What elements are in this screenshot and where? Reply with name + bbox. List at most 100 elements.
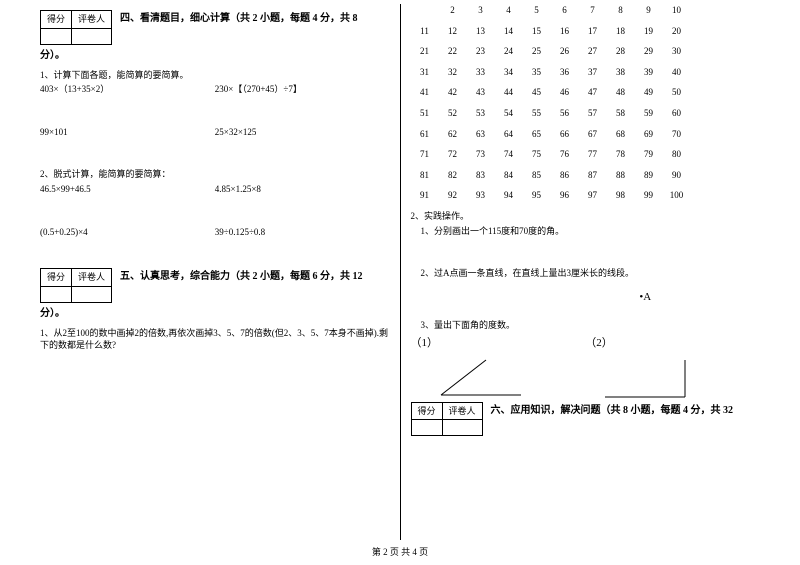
num-cell: 48 — [607, 86, 635, 99]
num-cell: 20 — [663, 25, 691, 38]
num-cell: 73 — [467, 148, 495, 161]
num-cell: 99 — [635, 189, 663, 202]
score-table-5: 得分 评卷人 — [40, 268, 112, 303]
section-5-header: 得分 评卷人 五、认真思考，综合能力（共 2 小题，每题 6 分，共 12 — [40, 268, 390, 303]
num-cell: 57 — [579, 107, 607, 120]
blank-space-1 — [411, 239, 761, 265]
num-cell: 77 — [579, 148, 607, 161]
score-label: 得分 — [41, 11, 72, 29]
num-cell: 52 — [439, 107, 467, 120]
num-cell: 63 — [467, 128, 495, 141]
num-cell: 14 — [495, 25, 523, 38]
num-cell: 93 — [467, 189, 495, 202]
left-column: 得分 评卷人 四、看清题目，细心计算（共 2 小题，每题 4 分，共 8 分）。… — [30, 4, 401, 540]
section-4-tail: 分）。 — [40, 49, 390, 63]
num-cell: 35 — [523, 66, 551, 79]
practice-title: 2、实践操作。 — [411, 210, 761, 223]
grader-blank — [442, 420, 482, 436]
num-cell: 78 — [607, 148, 635, 161]
num-cell: 12 — [439, 25, 467, 38]
expr-25x32x125: 25×32×125 — [215, 126, 390, 139]
num-cell: 27 — [579, 45, 607, 58]
num-cell: 65 — [523, 128, 551, 141]
num-cell: 94 — [495, 189, 523, 202]
score-blank — [41, 28, 72, 44]
practice-3: 3、量出下面角的度数。 — [421, 319, 761, 332]
num-cell: 56 — [551, 107, 579, 120]
score-label: 得分 — [41, 269, 72, 287]
num-cell: 91 — [411, 189, 439, 202]
num-cell: 60 — [663, 107, 691, 120]
num-cell: 50 — [663, 86, 691, 99]
section-4-title: 四、看清题目，细心计算（共 2 小题，每题 4 分，共 8 — [120, 10, 389, 26]
num-cell: 24 — [495, 45, 523, 58]
num-cell: 41 — [411, 86, 439, 99]
num-cell: 79 — [635, 148, 663, 161]
num-cell: 13 — [467, 25, 495, 38]
q4-2-row1: 46.5×99+46.5 4.85×1.25×8 — [40, 183, 390, 196]
num-cell: 81 — [411, 169, 439, 182]
num-cell: 47 — [579, 86, 607, 99]
num-cell: 9 — [635, 4, 663, 17]
practice-2: 2、过A点画一条直线，在直线上量出3厘米长的线段。 — [421, 267, 761, 280]
num-cell: 29 — [635, 45, 663, 58]
score-blank — [411, 420, 442, 436]
num-cell: 30 — [663, 45, 691, 58]
num-row: 11121314151617181920 — [411, 25, 761, 38]
num-cell: 70 — [663, 128, 691, 141]
num-cell: 51 — [411, 107, 439, 120]
q4-1: 1、计算下面各题，能简算的要简算。 — [40, 69, 390, 82]
expr-465x99: 46.5×99+46.5 — [40, 183, 215, 196]
angle-1: （1） — [411, 336, 586, 396]
num-cell: 98 — [607, 189, 635, 202]
point-a: •A — [411, 290, 761, 305]
score-table-4: 得分 评卷人 — [40, 10, 112, 45]
num-cell: 32 — [439, 66, 467, 79]
num-cell: 92 — [439, 189, 467, 202]
q4-2-row2: (0.5+0.25)×4 39÷0.125÷0.8 — [40, 226, 390, 239]
num-cell: 83 — [467, 169, 495, 182]
num-cell: 26 — [551, 45, 579, 58]
num-cell: 17 — [579, 25, 607, 38]
num-cell: 54 — [495, 107, 523, 120]
num-cell: 10 — [663, 4, 691, 17]
section-6-header: 得分 评卷人 六、应用知识，解决问题（共 8 小题，每题 4 分，共 32 — [411, 402, 761, 437]
num-cell: 40 — [663, 66, 691, 79]
angle-1-svg — [411, 355, 531, 405]
num-cell: 4 — [495, 4, 523, 17]
angle-2-svg — [585, 355, 705, 405]
num-cell: 69 — [635, 128, 663, 141]
practice-1: 1、分别画出一个115度和70度的角。 — [421, 225, 761, 238]
page-container: 得分 评卷人 四、看清题目，细心计算（共 2 小题，每题 4 分，共 8 分）。… — [0, 0, 800, 540]
num-cell: 58 — [607, 107, 635, 120]
num-cell: 49 — [635, 86, 663, 99]
grader-label: 评卷人 — [72, 11, 112, 29]
expr-230: 230×【（270+45）÷7】 — [215, 83, 390, 96]
expr-485x125x8: 4.85×1.25×8 — [215, 183, 390, 196]
num-cell: 95 — [523, 189, 551, 202]
num-cell: 6 — [551, 4, 579, 17]
num-row: 41424344454647484950 — [411, 86, 761, 99]
num-row: 81828384858687888990 — [411, 169, 761, 182]
num-cell: 18 — [607, 25, 635, 38]
num-cell: 8 — [607, 4, 635, 17]
page-footer: 第 2 页 共 4 页 — [0, 546, 800, 559]
num-cell: 37 — [579, 66, 607, 79]
num-cell: 61 — [411, 128, 439, 141]
section-5-title: 五、认真思考，综合能力（共 2 小题，每题 6 分，共 12 — [120, 268, 389, 284]
num-cell: 25 — [523, 45, 551, 58]
num-cell: 59 — [635, 107, 663, 120]
score-blank — [41, 286, 72, 302]
score-table-6: 得分 评卷人 — [411, 402, 483, 437]
num-cell: 76 — [551, 148, 579, 161]
num-cell: 2 — [439, 4, 467, 17]
num-row: 71727374757677787980 — [411, 148, 761, 161]
section-4-header: 得分 评卷人 四、看清题目，细心计算（共 2 小题，每题 4 分，共 8 — [40, 10, 390, 45]
num-cell: 15 — [523, 25, 551, 38]
num-cell: 53 — [467, 107, 495, 120]
grader-blank — [72, 28, 112, 44]
num-cell: 80 — [663, 148, 691, 161]
q4-1-row2: 99×101 25×32×125 — [40, 126, 390, 139]
num-cell: 21 — [411, 45, 439, 58]
num-cell: 39 — [635, 66, 663, 79]
